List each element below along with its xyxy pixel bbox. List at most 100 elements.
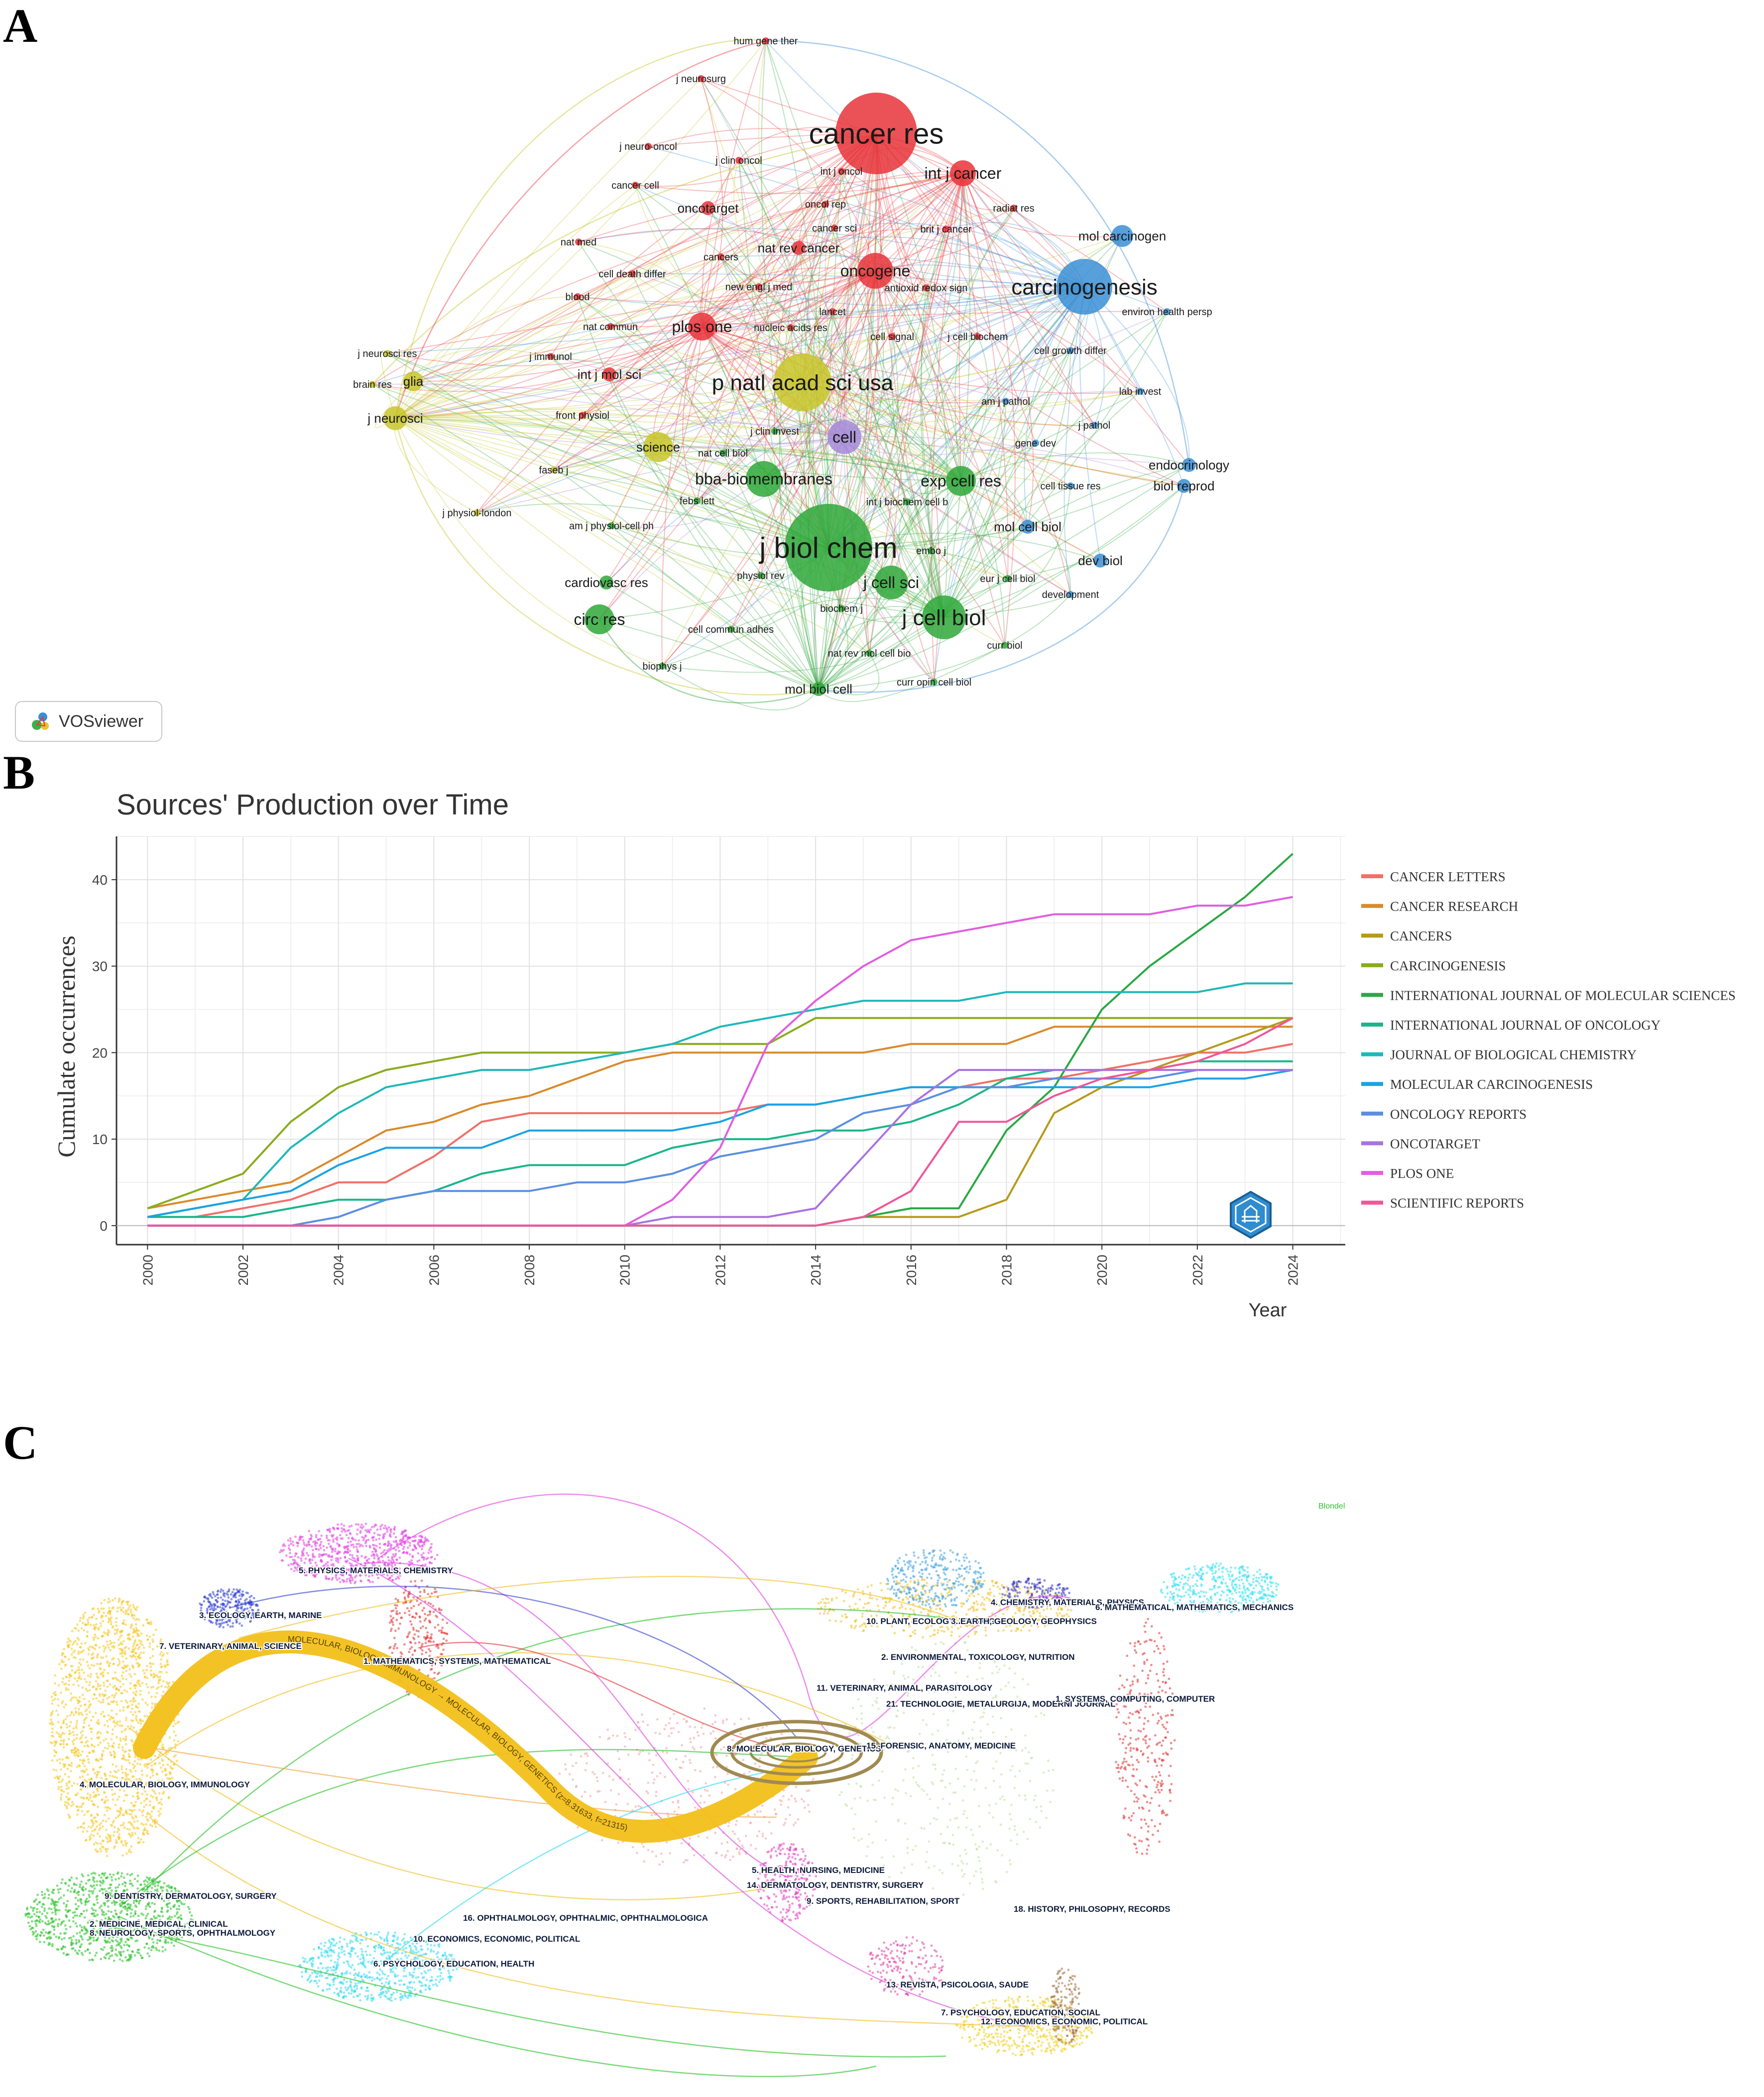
network-edge	[395, 418, 842, 609]
network-edge	[765, 40, 1085, 287]
network-edge	[722, 133, 877, 454]
network-node-cell-tissue-res	[1067, 482, 1074, 489]
network-edge	[553, 133, 877, 470]
network-label-j-neurosci: j neurosci	[367, 411, 423, 426]
network-edge	[818, 286, 1085, 690]
network-edge	[387, 270, 876, 354]
network-node-nat-rev-cancer	[792, 241, 806, 255]
network-edge	[818, 286, 1085, 690]
chart-series	[147, 853, 1294, 1227]
network-edge	[738, 160, 819, 690]
network-label-oncogene: oncogene	[840, 262, 911, 280]
network-edge	[635, 185, 803, 383]
network-edge	[720, 171, 963, 257]
network-edge	[395, 40, 766, 419]
network-edge	[395, 418, 1008, 579]
network-node-eur-j-cell-biol	[1004, 575, 1011, 582]
network-edge	[876, 133, 948, 618]
network-edge	[867, 133, 935, 683]
network-edge	[765, 40, 1190, 466]
network-node-antioxid-redox-sign	[923, 284, 930, 291]
network-edge	[395, 133, 877, 419]
network-edge	[413, 286, 1085, 382]
network-label-cell-signal: cell signal	[870, 332, 914, 343]
network-edge	[818, 401, 1006, 690]
network-edge	[599, 133, 877, 620]
network-node-febs-lett	[694, 497, 701, 504]
network-label-j-neuro-oncol: j neuro-oncol	[619, 141, 677, 152]
network-label-environ-health-persp: environ health persp	[1122, 307, 1212, 318]
network-edge	[926, 173, 963, 288]
network-edge	[662, 286, 1085, 667]
network-node-circ-res	[585, 604, 614, 634]
network-edge	[372, 382, 803, 411]
network-edge	[834, 173, 963, 229]
network-edge	[380, 350, 396, 419]
network-edge	[875, 270, 1095, 426]
network-label-glia: glia	[403, 374, 424, 389]
network-label-plos-one: plos one	[672, 318, 732, 336]
network-edge	[395, 273, 633, 419]
legend-label-oncotarget: ONCOTARGET	[1390, 1136, 1480, 1151]
overlay-label-3-earth-geology-geophysics: 3. EARTH, GEOLOGY, GEOPHYSICS	[951, 1617, 1097, 1626]
network-edge	[758, 286, 1085, 306]
overlay-label-9-sports-rehabilitation-sport: 9. SPORTS, REHABILITATION, SPORT	[807, 1896, 960, 1906]
network-edge	[395, 417, 764, 479]
network-edge	[701, 78, 803, 383]
network-edge	[876, 133, 1028, 527]
network-edge	[876, 133, 944, 618]
network-edge	[844, 437, 1071, 595]
network-node-cancer-sci	[831, 225, 838, 232]
network-label-brit-j-cancer: brit j cancer	[920, 224, 972, 235]
network-edge	[606, 286, 1085, 583]
network-node-int-j-biochem-cell-b	[904, 498, 911, 505]
y-tick-label: 0	[100, 1218, 108, 1234]
overlay-label-10-plant-ecology-zoology: 10. PLANT, ECOLOGY, ZOOLOGY	[866, 1617, 1001, 1626]
network-edge	[395, 350, 1071, 421]
network-edge	[943, 443, 1036, 618]
network-edge	[395, 418, 908, 502]
network-edge	[702, 204, 826, 327]
network-edge	[395, 173, 963, 419]
network-edge	[395, 185, 636, 419]
y-tick-label: 40	[92, 872, 108, 888]
network-edge	[395, 286, 759, 419]
network-edge	[874, 173, 963, 271]
network-edge	[702, 311, 833, 352]
co-citation-network: cancer res carcinogenesis j biol chem p nat…	[353, 36, 1229, 711]
network-edge	[802, 171, 842, 383]
network-edge	[661, 326, 703, 667]
network-edge	[720, 256, 961, 481]
network-edge	[818, 485, 1185, 693]
network-edge	[582, 173, 963, 416]
network-edge	[763, 270, 876, 479]
chart-grid	[117, 836, 1345, 1245]
network-edge	[662, 666, 819, 711]
network-edge	[818, 311, 1168, 690]
network-label-j-cell-biochem: j cell biochem	[947, 332, 1008, 343]
network-label-j-cell-sci: j cell sci	[863, 574, 919, 591]
network-edge	[476, 437, 845, 513]
network-edge	[828, 208, 1014, 548]
network-edge	[395, 418, 663, 667]
network-node-biophys-j	[659, 663, 666, 670]
network-edge	[828, 350, 1071, 548]
network-edge	[960, 480, 1005, 646]
network-edge	[697, 270, 876, 501]
overlay-label-8-molecular-biology-genetics: 8. MOLECULAR, BIOLOGY, GENETICS	[727, 1744, 881, 1753]
network-label-j-biol-chem: j biol chem	[758, 532, 897, 564]
network-node-j-cell-sci	[874, 566, 908, 599]
network-edge	[395, 417, 1184, 486]
network-edge	[825, 204, 1085, 287]
network-node-exp-cell-res	[946, 466, 976, 496]
network-edge	[662, 617, 944, 673]
network-edge	[395, 256, 721, 419]
network-edge	[702, 326, 1184, 486]
network-node-carcinogenesis	[1057, 259, 1112, 315]
network-edge	[790, 270, 876, 328]
network-node-curr-opin-cell-biol	[931, 679, 938, 686]
network-edge	[387, 286, 1085, 354]
overlay-label-8-neurology-sports-ophthalmology: 8. NEUROLOGY, SPORTS, OPHTHALMOLOGY	[90, 1928, 276, 1938]
network-edge	[702, 267, 876, 327]
legend-label-cancer-research: CANCER RESEARCH	[1390, 899, 1518, 914]
